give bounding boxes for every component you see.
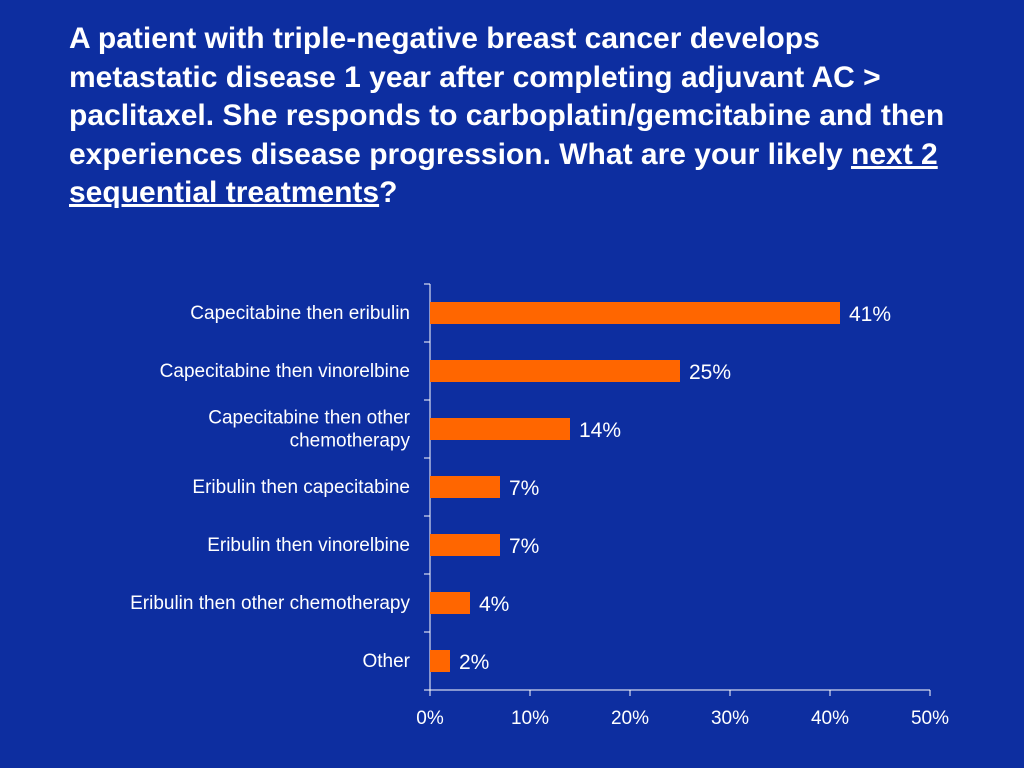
bar-value-label: 41% bbox=[849, 303, 891, 326]
title-emphasis: next 2 sequential treatments bbox=[69, 137, 938, 210]
category-label: chemotherapy bbox=[290, 431, 411, 452]
bar bbox=[430, 650, 450, 672]
bar bbox=[430, 418, 570, 440]
category-label: Capecitabine then vinorelbine bbox=[160, 361, 410, 382]
title-text: A patient with triple-negative breast ca… bbox=[69, 22, 945, 171]
bar bbox=[430, 534, 500, 556]
x-tick-label: 0% bbox=[416, 708, 444, 729]
bar-value-label: 25% bbox=[689, 361, 731, 384]
bar bbox=[430, 302, 840, 324]
category-label: Other bbox=[362, 651, 410, 672]
title-end: ? bbox=[379, 176, 398, 209]
category-label: Eribulin then vinorelbine bbox=[207, 535, 410, 556]
x-tick-label: 10% bbox=[511, 708, 549, 729]
bar-value-label: 2% bbox=[459, 651, 489, 674]
bar-value-label: 4% bbox=[479, 593, 509, 616]
bar bbox=[430, 476, 500, 498]
x-tick-label: 40% bbox=[811, 708, 849, 729]
bar-value-label: 7% bbox=[509, 535, 539, 558]
bar-value-label: 7% bbox=[509, 477, 539, 500]
category-label: Eribulin then other chemotherapy bbox=[130, 593, 410, 614]
x-tick-label: 50% bbox=[911, 708, 949, 729]
category-label: Capecitabine then other bbox=[208, 408, 410, 429]
category-label: Eribulin then capecitabine bbox=[192, 477, 410, 498]
x-tick-label: 30% bbox=[711, 708, 749, 729]
category-label: Capecitabine then eribulin bbox=[190, 303, 410, 324]
bar bbox=[430, 592, 470, 614]
x-tick-label: 20% bbox=[611, 708, 649, 729]
bar bbox=[430, 360, 680, 382]
bar-value-label: 14% bbox=[579, 419, 621, 442]
question-title: A patient with triple-negative breast ca… bbox=[69, 20, 969, 213]
